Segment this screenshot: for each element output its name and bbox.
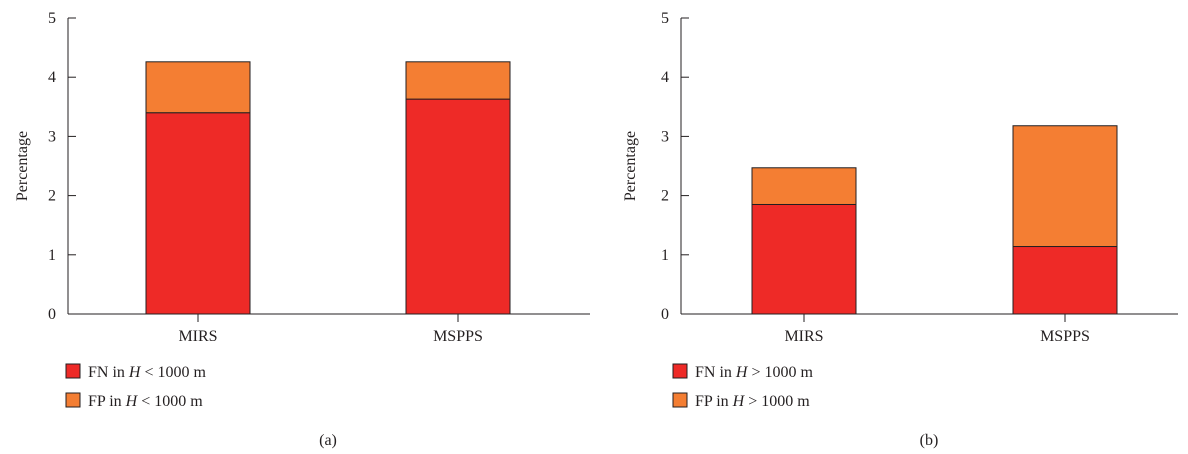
y-tick-label: 3 — [48, 128, 56, 145]
y-tick-label: 1 — [661, 247, 669, 264]
y-tick-label: 0 — [48, 306, 56, 323]
legend-label-fn: FN in H < 1000 m — [88, 364, 206, 381]
x-tick-label: MSPPS — [1040, 328, 1090, 345]
y-tick-label: 4 — [661, 69, 669, 86]
bar-mirs-fp — [751, 167, 857, 205]
y-tick-label: 4 — [48, 69, 56, 86]
panel-label: (a) — [319, 432, 337, 449]
x-tick-label: MSPPS — [433, 328, 483, 345]
legend-swatch-fn — [65, 363, 81, 379]
y-tick-label: 2 — [661, 188, 669, 205]
bar-mspps-fn — [405, 98, 511, 315]
legend-label-fp: FP in H > 1000 m — [695, 393, 810, 410]
chart-panel-b: 0 1 2 3 4 5 Percentage MIRS MSPPS FN in H > 1000 … — [622, 10, 1178, 449]
bar-mirs-fn — [751, 203, 857, 315]
y-tick-label: 5 — [661, 10, 669, 27]
chart-panel-a: 0 1 2 3 4 5 Percentage MIRS MSPPS FN in H < 1000 … — [14, 10, 590, 449]
legend-label-fn: FN in H > 1000 m — [695, 364, 813, 381]
x-tick-label: MIRS — [784, 328, 823, 345]
y-axis-label: Percentage — [622, 131, 639, 201]
bar-mirs-fp — [145, 61, 251, 114]
bar-mirs-fn — [145, 112, 251, 315]
panel-label: (b) — [920, 432, 939, 449]
bar-mspps-fp — [405, 61, 511, 100]
legend-swatch-fp — [672, 392, 688, 408]
y-tick-label: 3 — [661, 128, 669, 145]
y-tick-label: 2 — [48, 188, 56, 205]
legend-label-fp: FP in H < 1000 m — [88, 393, 203, 410]
x-tick-label: MIRS — [178, 328, 217, 345]
legend-swatch-fp — [65, 392, 81, 408]
y-tick-label: 1 — [48, 247, 56, 264]
legend-swatch-fn — [672, 363, 688, 379]
bar-mspps-fn — [1012, 246, 1118, 315]
y-tick-label: 5 — [48, 10, 56, 27]
y-tick-label: 0 — [661, 306, 669, 323]
y-axis-label: Percentage — [14, 131, 31, 201]
bar-mspps-fp — [1012, 125, 1118, 248]
